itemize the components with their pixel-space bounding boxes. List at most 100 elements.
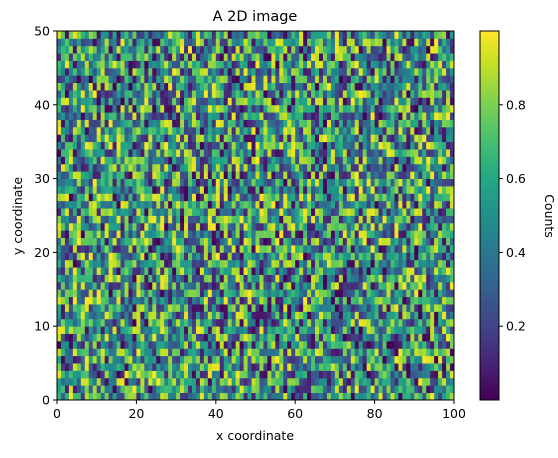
heatmap-cell — [180, 230, 185, 239]
heatmap-cell — [299, 215, 304, 224]
heatmap-cell — [60, 90, 66, 98]
heatmap-cell — [366, 90, 372, 98]
heatmap-cell — [239, 281, 244, 290]
heatmap-cell — [184, 237, 189, 246]
heatmap-cell — [283, 45, 288, 54]
heatmap-cell — [370, 134, 375, 143]
heatmap-cell — [283, 230, 288, 239]
heatmap-cell — [362, 222, 368, 231]
heatmap-cell — [271, 237, 276, 246]
heatmap-cell — [338, 200, 344, 209]
heatmap-cell — [191, 31, 197, 39]
heatmap-cell — [358, 296, 364, 305]
heatmap-cell — [315, 340, 320, 349]
heatmap-cell — [382, 326, 387, 334]
heatmap-cell — [279, 208, 284, 216]
heatmap-cell — [176, 326, 181, 334]
heatmap-cell — [160, 385, 165, 394]
heatmap-cell — [346, 333, 352, 342]
heatmap-cell — [259, 333, 264, 342]
heatmap-cell — [342, 171, 348, 179]
heatmap-cell — [108, 296, 113, 305]
heatmap-cell — [176, 222, 181, 231]
heatmap-cell — [243, 311, 248, 320]
heatmap-cell — [386, 208, 391, 216]
heatmap-cell — [76, 156, 82, 165]
heatmap-cell — [116, 178, 121, 187]
heatmap-cell — [311, 185, 316, 194]
heatmap-cell — [211, 67, 217, 76]
heatmap-cell — [295, 289, 300, 298]
heatmap-cell — [382, 318, 387, 327]
heatmap-cell — [108, 274, 113, 283]
heatmap-cell — [136, 97, 141, 106]
heatmap-cell — [315, 119, 320, 128]
heatmap-cell — [267, 318, 272, 327]
heatmap-cell — [176, 141, 181, 150]
heatmap-cell — [390, 222, 395, 231]
heatmap-cell — [350, 230, 356, 239]
heatmap-cell — [207, 355, 213, 364]
heatmap-cell — [128, 178, 133, 187]
heatmap-cell — [299, 185, 304, 194]
heatmap-cell — [342, 193, 348, 202]
heatmap-cell — [104, 104, 110, 113]
heatmap-cell — [68, 82, 74, 91]
heatmap-cell — [191, 200, 197, 209]
heatmap-cell — [191, 185, 197, 194]
heatmap-cell — [176, 31, 181, 39]
heatmap-cell — [164, 355, 169, 364]
heatmap-cell — [128, 355, 133, 364]
heatmap-cell — [227, 82, 233, 91]
heatmap-cell — [259, 245, 264, 253]
heatmap-cell — [124, 208, 129, 216]
heatmap-cell — [303, 53, 308, 61]
heatmap-cell — [426, 340, 431, 349]
heatmap-cell — [108, 171, 113, 179]
heatmap-cell — [60, 149, 66, 157]
heatmap-cell — [211, 178, 217, 187]
heatmap-cell — [140, 185, 145, 194]
heatmap-cell — [64, 163, 70, 172]
heatmap-cell — [156, 245, 161, 253]
heatmap-cell — [402, 237, 407, 246]
heatmap-cell — [57, 274, 62, 283]
heatmap-cell — [346, 245, 352, 253]
heatmap-cell — [124, 222, 129, 231]
heatmap-cell — [180, 215, 185, 224]
heatmap-cell — [354, 333, 360, 342]
heatmap-cell — [88, 112, 94, 120]
heatmap-cell — [255, 237, 260, 246]
heatmap-cell — [243, 53, 248, 61]
heatmap-cell — [88, 178, 94, 187]
heatmap-cell — [354, 385, 360, 394]
heatmap-cell — [191, 363, 197, 371]
heatmap-cell — [235, 355, 241, 364]
heatmap-cell — [96, 104, 102, 113]
heatmap-cell — [215, 296, 221, 305]
heatmap-cell — [211, 163, 217, 172]
heatmap-cell — [430, 252, 435, 261]
heatmap-cell — [211, 97, 217, 106]
heatmap-cell — [362, 53, 368, 61]
heatmap-cell — [76, 193, 82, 202]
heatmap-cell — [156, 363, 161, 371]
heatmap-cell — [203, 267, 209, 275]
heatmap-cell — [295, 163, 300, 172]
heatmap-cell — [259, 90, 264, 98]
heatmap-cell — [168, 134, 173, 143]
heatmap-cell — [446, 385, 451, 394]
heatmap-cell — [164, 38, 169, 47]
heatmap-cell — [72, 149, 78, 157]
heatmap-cell — [330, 112, 336, 120]
heatmap-cell — [124, 126, 129, 135]
heatmap-cell — [223, 318, 229, 327]
heatmap-cell — [291, 296, 296, 305]
heatmap-cell — [338, 318, 344, 327]
heatmap-cell — [199, 340, 205, 349]
heatmap-cell — [132, 267, 137, 275]
heatmap-cell — [68, 60, 74, 69]
heatmap-cell — [80, 326, 86, 334]
heatmap-cell — [219, 252, 225, 261]
heatmap-cell — [382, 156, 387, 165]
